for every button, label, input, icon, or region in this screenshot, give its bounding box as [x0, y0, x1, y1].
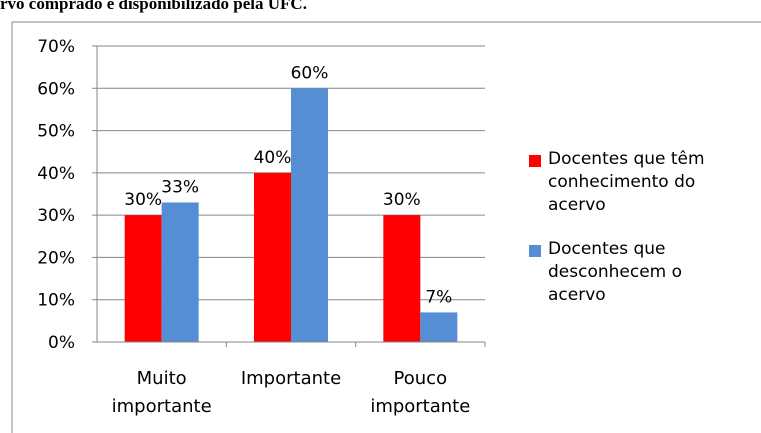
y-tick-label: 10%	[37, 291, 75, 311]
legend-label: Docentes que desconhecem o acervo	[548, 239, 683, 305]
legend-swatch	[529, 155, 541, 167]
legend-swatch	[529, 245, 541, 257]
y-tick-label: 70%	[37, 37, 75, 57]
bar	[124, 215, 162, 342]
legend-label: Docentes que têm conhecimento do acervo	[548, 149, 705, 215]
caption: rvo comprado e disponibilizado pela UFC.	[0, 0, 307, 13]
x-tick-label: Muito importante	[111, 368, 212, 417]
value-label: 30%	[383, 190, 421, 210]
y-tick-label: 0%	[48, 333, 75, 353]
value-label: 40%	[254, 148, 292, 168]
y-tick-label: 30%	[37, 206, 75, 226]
bar	[420, 312, 458, 342]
y-tick-label: 40%	[37, 164, 75, 184]
y-tick-label: 20%	[37, 248, 75, 268]
value-label: 30%	[124, 190, 162, 210]
bar	[383, 215, 421, 342]
bar	[291, 88, 328, 343]
bar	[254, 172, 291, 342]
value-label: 60%	[291, 63, 329, 83]
value-label: 33%	[161, 177, 199, 197]
x-tick-label: Importante	[240, 368, 342, 389]
y-tick-label: 50%	[37, 122, 75, 142]
chart-border	[11, 21, 761, 433]
x-tick-label: Pouco importante	[370, 368, 471, 417]
y-tick-label: 60%	[37, 79, 75, 99]
value-label: 7%	[425, 287, 452, 307]
bar	[161, 202, 199, 342]
